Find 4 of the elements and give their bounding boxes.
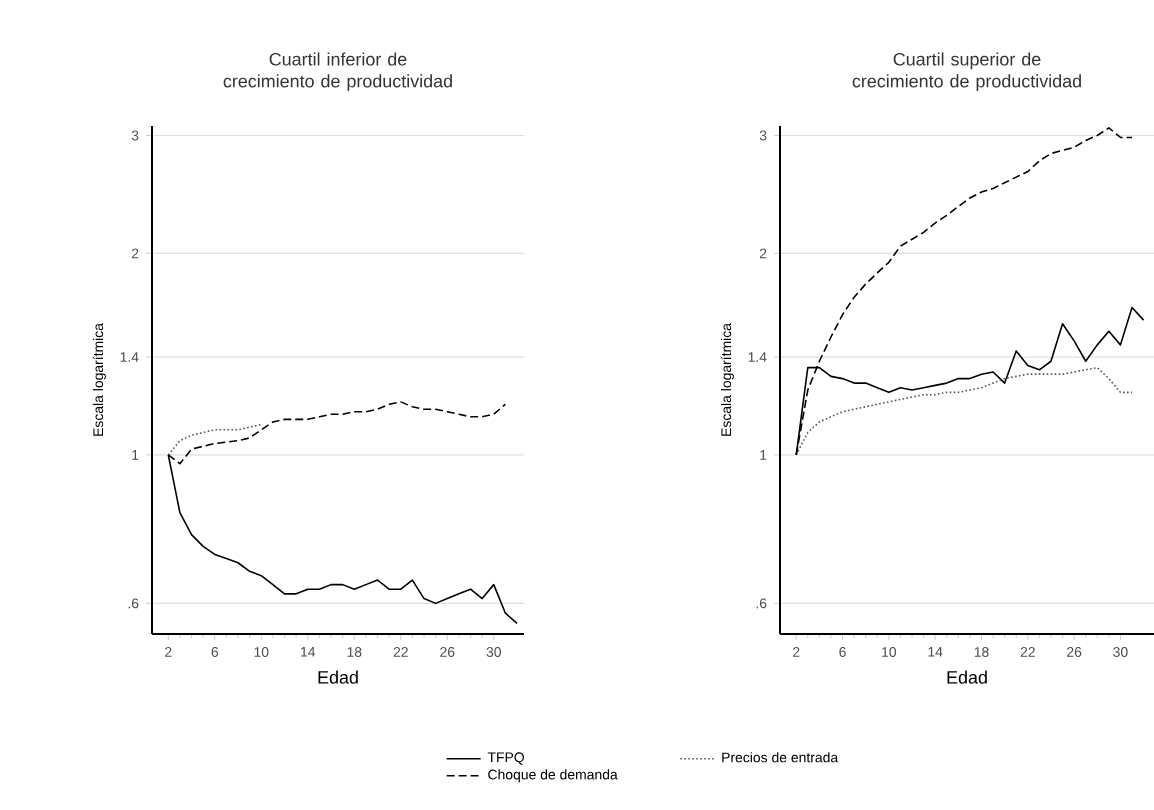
x-axis-title: Edad [318,670,358,684]
chart-title: Cuartil inferior de crecimiento de productividad [223,52,452,92]
x-axis-title: Edad [947,670,987,684]
chart-title: Cuartil superior de crecimiento de productividad [852,52,1081,92]
